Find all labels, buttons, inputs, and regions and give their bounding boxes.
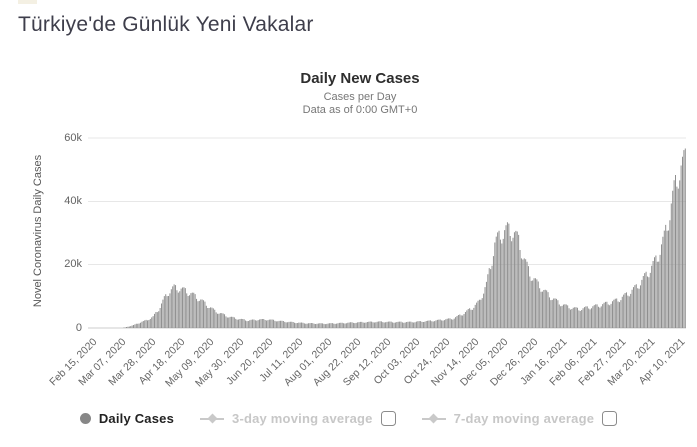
- y-tick-label: 0: [75, 321, 82, 334]
- page-title: Türkiye'de Günlük Yeni Vakalar: [18, 13, 314, 36]
- y-axis-title: Novel Coronavirus Daily Cases: [32, 154, 44, 308]
- y-tick-label: 60k: [64, 131, 82, 144]
- legend-3day-average-label: 3-day moving average: [232, 411, 373, 426]
- chart-header: Daily New Cases Cases per Day Data as of…: [30, 70, 690, 117]
- chart-title: Daily New Cases: [300, 70, 420, 87]
- 3day-average-marker-icon: [200, 413, 225, 424]
- chart-subtitle-line2: Data as of 0:00 GMT+0: [302, 104, 418, 116]
- daily-cases-bars: [123, 148, 686, 328]
- legend-daily-cases-label: Daily Cases: [98, 411, 175, 426]
- cropped-element-remnant: [18, 0, 37, 4]
- y-tick-label: 20k: [64, 258, 82, 271]
- legend-7day-average-label: 7-day moving average: [453, 411, 595, 426]
- daily-cases-marker-icon: [79, 413, 91, 424]
- chart-subtitle-line1: Cases per Day: [323, 91, 397, 103]
- 7day-average-checkbox[interactable]: [602, 411, 618, 426]
- legend-item-7day-average[interactable]: 7-day moving average: [421, 411, 618, 426]
- legend-item-3day-average[interactable]: 3-day moving average: [200, 411, 396, 426]
- 7day-average-marker-icon: [421, 413, 446, 424]
- plot-area: [88, 137, 686, 329]
- 3day-average-checkbox[interactable]: [380, 411, 396, 426]
- y-tick-label: 40k: [64, 194, 82, 207]
- legend-item-daily-cases[interactable]: Daily Cases: [79, 411, 175, 426]
- chart-legend: Daily Cases 3-day moving average 7-day m…: [0, 411, 697, 426]
